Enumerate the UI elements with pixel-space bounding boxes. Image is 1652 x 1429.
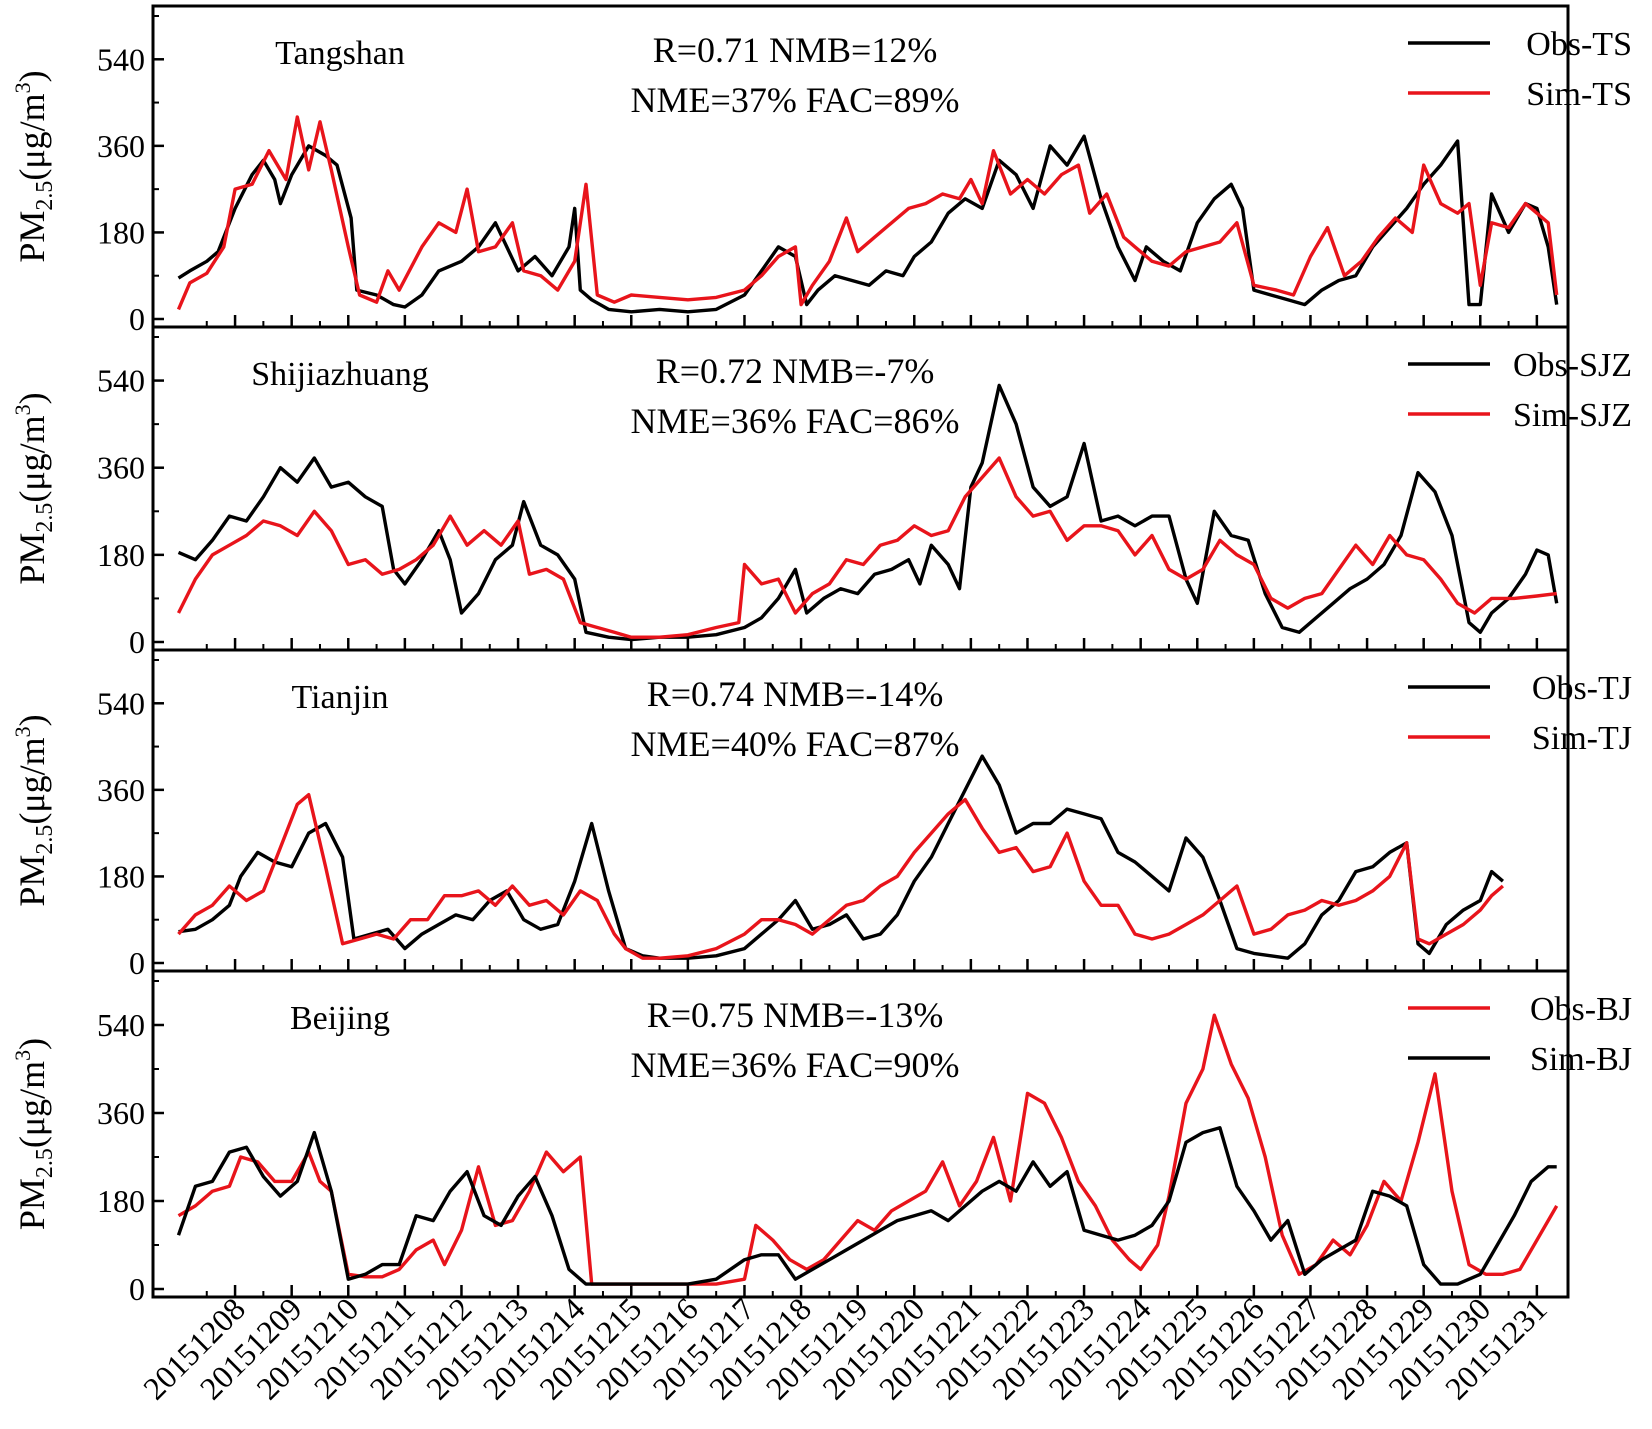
- y-tick-label: 540: [97, 1007, 145, 1043]
- y-tick-label: 360: [97, 1095, 145, 1131]
- panel-frame: [151, 969, 1570, 1299]
- legend-label: Obs-TJ: [1532, 670, 1632, 707]
- y-label-unit: (μg/m: [12, 1061, 52, 1148]
- station-name: Tianjin: [291, 679, 388, 716]
- y-label-close: ): [12, 714, 52, 726]
- y-tick-label: 540: [97, 685, 145, 721]
- legend-label: Obs-BJ: [1530, 991, 1632, 1028]
- stats-line: R=0.75 NMB=-13%: [647, 995, 944, 1035]
- y-tick-label: 0: [129, 624, 145, 660]
- stats-line: R=0.71 NMB=12%: [653, 30, 938, 70]
- y-tick-label: 0: [129, 1271, 145, 1307]
- y-axis-label: PM2.5(μg/m3): [10, 392, 58, 584]
- panel-beijing: 0 180 360 540 PM2.5(μg/m3) Beijing R=0.75 NMB=…: [10, 969, 1632, 1307]
- y-tick-label: 360: [97, 128, 145, 164]
- stats-line: NME=40% FAC=87%: [631, 724, 960, 764]
- y-label-base: PM: [12, 211, 52, 263]
- y-label-sup: 3: [10, 726, 35, 737]
- y-label-sup: 3: [10, 1050, 35, 1061]
- series-line-obs-bj: [177, 1013, 1559, 1286]
- x-axis-labels: 2015120820151209201512102015121120151212…: [136, 1290, 1554, 1406]
- series-line-sim-sjz: [176, 456, 1557, 639]
- y-label-sub: 2.5: [32, 1148, 58, 1178]
- y-label-close: ): [12, 1038, 52, 1050]
- y-tick-label: 180: [97, 1183, 145, 1219]
- y-label-sup: 3: [10, 82, 35, 93]
- stats-line: NME=36% FAC=90%: [631, 1045, 960, 1085]
- y-axis-label: PM2.5(μg/m3): [10, 1038, 58, 1230]
- stats-line: R=0.74 NMB=-14%: [647, 674, 944, 714]
- y-label-sup: 3: [10, 404, 35, 415]
- station-name: Shijiazhuang: [251, 356, 429, 393]
- y-tick-label: 360: [97, 450, 145, 486]
- stats-line: NME=37% FAC=89%: [631, 80, 960, 120]
- y-tick-label: 360: [97, 772, 145, 808]
- series-line-obs-tj: [178, 754, 1505, 960]
- y-label-sub: 2.5: [32, 503, 58, 533]
- legend-label: Sim-SJZ: [1513, 397, 1632, 434]
- y-tick-label: 0: [129, 945, 145, 981]
- y-label-base: PM: [12, 855, 52, 907]
- y-label-unit: (μg/m: [12, 93, 52, 180]
- y-tick-label: 540: [97, 363, 145, 399]
- series-line-obs-sjz: [177, 383, 1559, 642]
- station-name: Tangshan: [275, 35, 405, 72]
- y-tick-label: 540: [97, 41, 145, 77]
- legend-label: Sim-BJ: [1530, 1041, 1632, 1078]
- stats-line: R=0.72 NMB=-7%: [656, 351, 935, 391]
- legend-label: Obs-SJZ: [1513, 347, 1632, 384]
- y-tick-label: 180: [97, 537, 145, 573]
- y-label-base: PM: [12, 1178, 52, 1230]
- y-label-close: ): [12, 70, 52, 82]
- y-tick-label: 180: [97, 214, 145, 250]
- station-name: Beijing: [290, 1000, 390, 1037]
- series-line-sim-ts: [176, 115, 1559, 311]
- y-label-unit: (μg/m: [12, 737, 52, 824]
- y-axis-label: PM2.5(μg/m3): [10, 70, 58, 262]
- series-line-sim-bj: [176, 1126, 1557, 1286]
- y-label-close: ): [12, 392, 52, 404]
- stats-line: NME=36% FAC=86%: [631, 401, 960, 441]
- panel-shijiazhuang: 0 180 360 540 PM2.5(μg/m3) Shijiazhuang R=0.72…: [10, 325, 1632, 660]
- y-tick-label: 180: [97, 858, 145, 894]
- panel-tangshan: 0 180 360 540 PM2.5(μg/m3) Tangshan R=0.71 NMB…: [10, 4, 1632, 337]
- series-line-sim-tj: [177, 793, 1505, 960]
- y-label-base: PM: [12, 533, 52, 585]
- series-line-obs-ts: [177, 134, 1559, 314]
- y-label-sub: 2.5: [32, 181, 58, 211]
- panel-tianjin: 0 180 360 540 PM2.5(μg/m3) Tianjin R=0.74 NMB=…: [10, 648, 1632, 981]
- y-tick-label: 0: [129, 301, 145, 337]
- legend-label: Obs-TS: [1526, 26, 1632, 63]
- y-label-sub: 2.5: [32, 825, 58, 855]
- legend-label: Sim-TJ: [1532, 720, 1632, 757]
- y-label-unit: (μg/m: [12, 415, 52, 502]
- y-axis-label: PM2.5(μg/m3): [10, 714, 58, 906]
- legend-label: Sim-TS: [1526, 76, 1632, 113]
